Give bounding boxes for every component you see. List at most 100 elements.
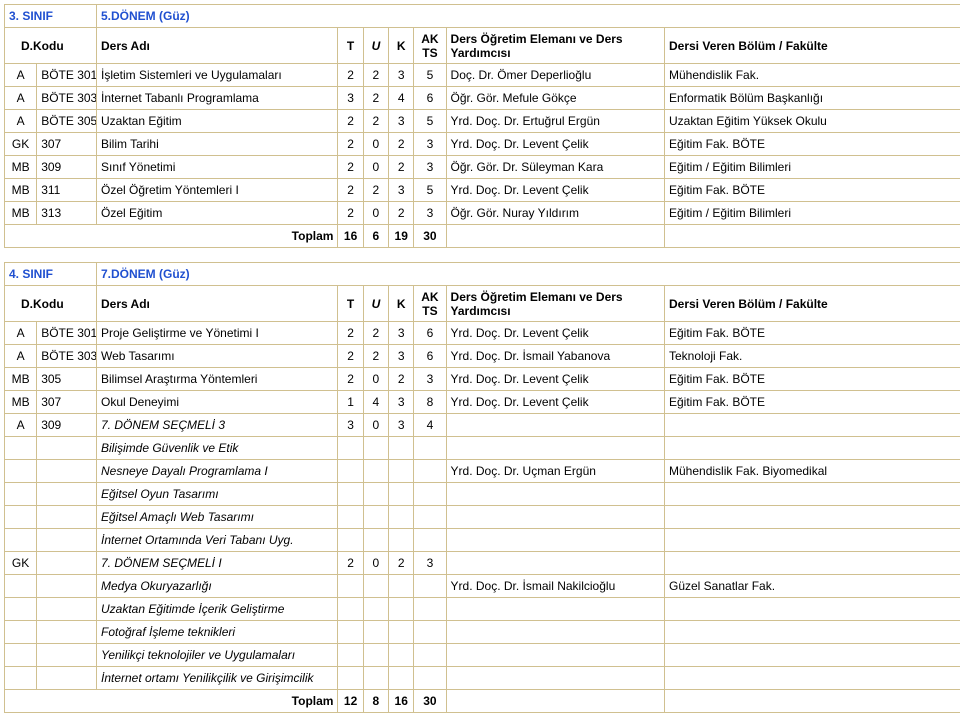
cell-fac: Eğitim Fak. BÖTE [665, 179, 960, 202]
cell-name: Medya Okuryazarlığı [96, 575, 337, 598]
cell-u: 2 [363, 179, 388, 202]
cell-b [37, 460, 97, 483]
cell-ak: 8 [414, 391, 446, 414]
cell-k [389, 598, 414, 621]
cell-fac [665, 529, 960, 552]
cell-u: 0 [363, 552, 388, 575]
cell-b: 311 [37, 179, 97, 202]
cell-b: 309 [37, 156, 97, 179]
cell-t: 2 [338, 322, 363, 345]
table-row: MB313Özel Eğitim2023Öğr. Gör. Nuray Yıld… [5, 202, 960, 225]
cell-ak [414, 621, 446, 644]
cell-b: BÖTE 303 [37, 345, 97, 368]
cell-u [363, 460, 388, 483]
cell-fac: Güzel Sanatlar Fak. [665, 575, 960, 598]
cell-b: BÖTE 303 [37, 87, 97, 110]
totals-blank2 [665, 690, 960, 713]
col-name: Ders Adı [96, 286, 337, 322]
cell-b: 307 [37, 133, 97, 156]
cell-k: 2 [389, 156, 414, 179]
cell-name: Web Tasarımı [96, 345, 337, 368]
cell-u [363, 575, 388, 598]
col-ak: AK TS [414, 28, 446, 64]
cell-ak [414, 667, 446, 690]
cell-b [37, 483, 97, 506]
col-u: U [363, 28, 388, 64]
cell-b: 313 [37, 202, 97, 225]
cell-name: Nesneye Dayalı Programlama I [96, 460, 337, 483]
cell-fac: Teknoloji Fak. [665, 345, 960, 368]
cell-inst [446, 621, 664, 644]
cell-name: Okul Deneyimi [96, 391, 337, 414]
totals-label: Toplam [5, 690, 338, 713]
cell-k: 3 [389, 322, 414, 345]
col-u: U [363, 286, 388, 322]
cell-name: Bilim Tarihi [96, 133, 337, 156]
cell-a: MB [5, 156, 37, 179]
cell-a: A [5, 87, 37, 110]
class-label: 3. SINIF [5, 5, 97, 28]
cell-u [363, 667, 388, 690]
cell-u: 2 [363, 87, 388, 110]
col-fac: Dersi Veren Bölüm / Fakülte [665, 28, 960, 64]
cell-k: 2 [389, 552, 414, 575]
section1-title-row: 3. SINIF 5.DÖNEM (Güz) [5, 5, 960, 28]
cell-ak [414, 529, 446, 552]
col-inst: Ders Öğretim Elemanı ve Ders Yardımcısı [446, 286, 664, 322]
totals-blank2 [665, 225, 960, 248]
col-k: K [389, 28, 414, 64]
cell-t [338, 437, 363, 460]
cell-name: Proje Geliştirme ve Yönetimi I [96, 322, 337, 345]
cell-inst: Öğr. Gör. Nuray Yıldırım [446, 202, 664, 225]
cell-name: İşletim Sistemleri ve Uygulamaları [96, 64, 337, 87]
elective-row: Yenilikçi teknolojiler ve Uygulamaları [5, 644, 960, 667]
cell-inst [446, 437, 664, 460]
cell-k [389, 460, 414, 483]
cell-a: MB [5, 202, 37, 225]
cell-inst: Yrd. Doç. Dr. Levent Çelik [446, 322, 664, 345]
cell-name: Bilimsel Araştırma Yöntemleri [96, 368, 337, 391]
cell-b [37, 529, 97, 552]
section1-table: 3. SINIF 5.DÖNEM (Güz) D.Kodu Ders Adı T… [4, 4, 960, 248]
cell-a [5, 506, 37, 529]
semester-label: 5.DÖNEM (Güz) [96, 5, 960, 28]
cell-b: 309 [37, 414, 97, 437]
cell-k: 2 [389, 133, 414, 156]
cell-k: 3 [389, 345, 414, 368]
cell-a: A [5, 322, 37, 345]
cell-a: A [5, 345, 37, 368]
cell-a [5, 529, 37, 552]
section1-header-row: D.Kodu Ders Adı T U K AK TS Ders Öğretim… [5, 28, 960, 64]
cell-inst: Yrd. Doç. Dr. Uçman Ergün [446, 460, 664, 483]
cell-inst: Yrd. Doç. Dr. Levent Çelik [446, 179, 664, 202]
cell-fac: Eğitim / Eğitim Bilimleri [665, 202, 960, 225]
cell-b [37, 644, 97, 667]
cell-ak: 5 [414, 179, 446, 202]
totals-u: 8 [363, 690, 388, 713]
cell-ak: 3 [414, 552, 446, 575]
cell-k: 3 [389, 179, 414, 202]
cell-ak: 6 [414, 322, 446, 345]
cell-ak: 5 [414, 64, 446, 87]
cell-b: 305 [37, 368, 97, 391]
totals-u: 6 [363, 225, 388, 248]
table-row: ABÖTE 303Web Tasarımı2236Yrd. Doç. Dr. İ… [5, 345, 960, 368]
cell-t: 2 [338, 345, 363, 368]
cell-b [37, 552, 97, 575]
cell-fac [665, 644, 960, 667]
cell-t: 3 [338, 87, 363, 110]
elective-row: İnternet Ortamında Veri Tabanı Uyg. [5, 529, 960, 552]
totals-k: 19 [389, 225, 414, 248]
section2-header-row: D.Kodu Ders Adı T U K AK TS Ders Öğretim… [5, 286, 960, 322]
cell-inst: Doç. Dr. Ömer Deperlioğlu [446, 64, 664, 87]
cell-b [37, 621, 97, 644]
cell-a: A [5, 64, 37, 87]
cell-fac: Eğitim / Eğitim Bilimleri [665, 156, 960, 179]
cell-inst: Yrd. Doç. Dr. İsmail Yabanova [446, 345, 664, 368]
col-code: D.Kodu [5, 28, 97, 64]
cell-b [37, 506, 97, 529]
semester-label: 7.DÖNEM (Güz) [96, 263, 960, 286]
cell-name: Özel Öğretim Yöntemleri I [96, 179, 337, 202]
cell-fac [665, 621, 960, 644]
cell-k [389, 575, 414, 598]
